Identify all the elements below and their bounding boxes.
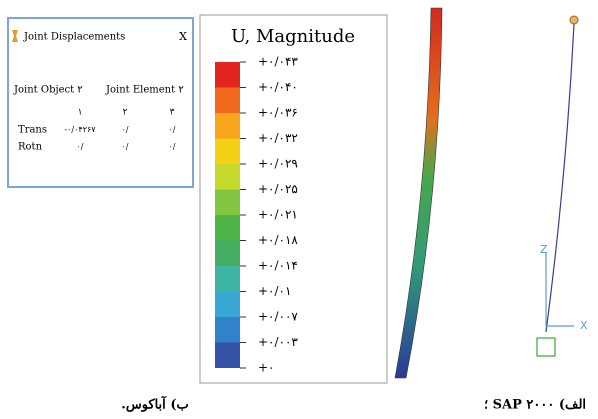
close-button[interactable]: X <box>179 30 187 43</box>
dialog-box <box>8 18 193 187</box>
x-axis-label: X <box>580 319 588 332</box>
column-number: ۳ <box>170 108 175 118</box>
dialog-title: Joint Displacements <box>23 32 125 43</box>
legend-label: +۰/۰۱۴ <box>258 259 298 273</box>
legend-label: +۰/۰۰۳ <box>258 335 298 349</box>
color-band <box>215 266 240 292</box>
sap-member <box>546 24 574 332</box>
color-band <box>215 62 240 88</box>
column-header: Joint Element ۲ <box>105 85 184 96</box>
cell-value: ۰/ <box>169 125 176 134</box>
caption: الف) SAP ۲۰۰۰ ؛ <box>484 398 586 413</box>
cell-value: ۰/ <box>122 125 129 134</box>
legend-title: U, Magnitude <box>231 26 355 47</box>
color-band <box>215 113 240 139</box>
cell-value: ۰/ <box>169 142 176 151</box>
support <box>537 338 555 356</box>
color-band <box>215 343 240 369</box>
color-band <box>215 164 240 190</box>
row-label: Rotn <box>18 142 43 153</box>
legend-label: +۰/۰۲۹ <box>258 157 298 171</box>
color-band <box>215 190 240 216</box>
legend-label: +۰/۰۱ <box>258 284 291 298</box>
caption: ب) آباکوس. <box>121 396 188 413</box>
legend-label: +۰/۰۴۰ <box>258 80 298 94</box>
cell-value: ۰/ <box>122 142 129 151</box>
cell-value: -۰/۰۴۲۶۷ <box>64 125 96 134</box>
legend-label: +۰/۰۳۲ <box>258 131 298 145</box>
color-band <box>215 241 240 267</box>
color-band <box>215 88 240 114</box>
legend-label: +۰/۰۱۸ <box>258 233 298 247</box>
color-band <box>215 292 240 318</box>
figure: Joint Displacements X Joint Object ۲ Join… <box>0 0 598 419</box>
cell-value: ۰/ <box>77 142 84 151</box>
column-number: ۱ <box>78 108 83 118</box>
column-model <box>395 8 442 378</box>
sap-joint <box>570 16 578 24</box>
color-band <box>215 215 240 241</box>
column-header: Joint Object ۲ <box>13 85 83 96</box>
legend-label: +۰ <box>258 361 275 375</box>
row-label: Trans <box>18 125 47 136</box>
color-band <box>215 139 240 165</box>
color-band <box>215 317 240 343</box>
legend-label: +۰/۰۲۱ <box>258 208 298 222</box>
column-number: ۲ <box>123 108 128 118</box>
legend-label: +۰/۰۰۷ <box>258 310 298 324</box>
legend-label: +۰/۰۴۳ <box>258 55 298 69</box>
legend-label: +۰/۰۳۶ <box>258 106 298 120</box>
z-axis-label: Z <box>540 243 548 256</box>
legend-label: +۰/۰۲۵ <box>258 182 298 196</box>
